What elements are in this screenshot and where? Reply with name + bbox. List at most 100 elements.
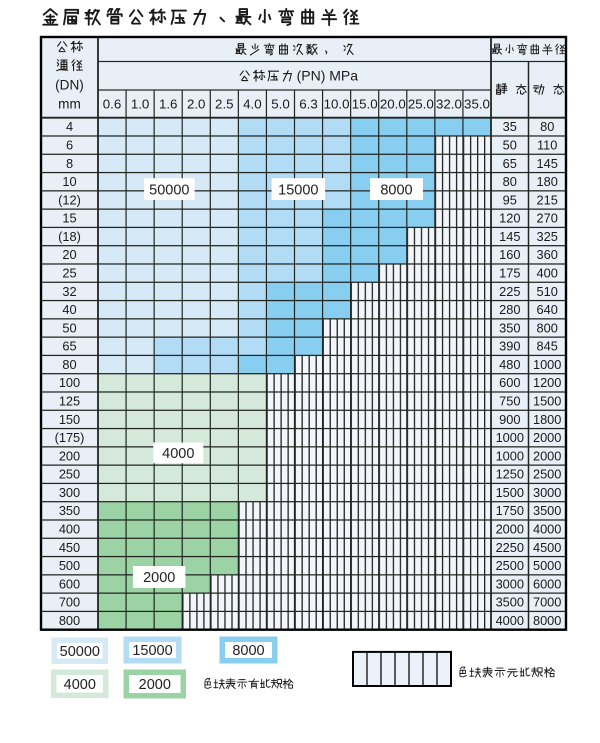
svg-text:35.0: 35.0 — [464, 97, 490, 112]
svg-text:5000: 5000 — [533, 558, 561, 573]
svg-text:50: 50 — [503, 138, 517, 153]
svg-text:15000: 15000 — [132, 643, 172, 659]
svg-text:510: 510 — [537, 284, 558, 299]
svg-text:4000: 4000 — [64, 677, 96, 693]
svg-text:1750: 1750 — [496, 503, 524, 518]
svg-text:65: 65 — [503, 156, 517, 171]
svg-text:15: 15 — [62, 211, 76, 226]
svg-text:145: 145 — [499, 229, 520, 244]
svg-text:2500: 2500 — [533, 467, 561, 482]
svg-text:600: 600 — [59, 576, 80, 591]
svg-text:110: 110 — [537, 138, 557, 153]
svg-text:450: 450 — [59, 540, 80, 555]
svg-text:4.0: 4.0 — [243, 97, 262, 112]
svg-text:50000: 50000 — [60, 644, 100, 660]
svg-text:20: 20 — [62, 247, 76, 262]
svg-text:5.0: 5.0 — [271, 97, 290, 112]
svg-text:2000: 2000 — [533, 430, 561, 445]
svg-text:95: 95 — [503, 192, 517, 207]
svg-text:2000: 2000 — [143, 570, 175, 586]
svg-text:8000: 8000 — [232, 643, 264, 659]
svg-text:1250: 1250 — [496, 467, 524, 482]
svg-text:80: 80 — [503, 174, 517, 189]
svg-text:4500: 4500 — [533, 540, 561, 555]
svg-text:50000: 50000 — [149, 182, 189, 198]
svg-text:1000: 1000 — [496, 430, 524, 445]
svg-text:215: 215 — [537, 192, 558, 207]
svg-text:600: 600 — [499, 375, 520, 390]
svg-text:2.5: 2.5 — [215, 97, 234, 112]
svg-text:1000: 1000 — [533, 357, 561, 372]
svg-text:1500: 1500 — [533, 394, 561, 409]
svg-text:4000: 4000 — [162, 446, 194, 462]
svg-text:250: 250 — [59, 467, 80, 482]
svg-text:80: 80 — [62, 357, 76, 372]
svg-text:225: 225 — [499, 284, 520, 299]
svg-text:3500: 3500 — [496, 595, 524, 610]
svg-text:40: 40 — [62, 302, 76, 317]
svg-text:400: 400 — [537, 266, 558, 281]
svg-text:(DN): (DN) — [55, 78, 84, 93]
svg-text:325: 325 — [537, 229, 558, 244]
svg-text:125: 125 — [59, 394, 80, 409]
svg-text:15000: 15000 — [278, 182, 318, 198]
svg-text:6: 6 — [66, 138, 73, 153]
svg-text:480: 480 — [499, 357, 520, 372]
svg-text:150: 150 — [59, 412, 80, 427]
svg-text:300: 300 — [59, 485, 80, 500]
svg-text:10: 10 — [62, 174, 76, 189]
svg-text:800: 800 — [59, 613, 80, 628]
svg-text:0.6: 0.6 — [103, 97, 122, 112]
svg-text:10.0: 10.0 — [324, 97, 350, 112]
svg-text:120: 120 — [499, 211, 520, 226]
svg-text:6.3: 6.3 — [299, 97, 318, 112]
svg-text:32.0: 32.0 — [436, 97, 462, 112]
svg-text:3500: 3500 — [533, 503, 561, 518]
svg-text:(12): (12) — [58, 192, 81, 207]
svg-text:(PN) MPa: (PN) MPa — [297, 68, 359, 84]
svg-text:2000: 2000 — [533, 448, 561, 463]
svg-text:8: 8 — [66, 156, 73, 171]
svg-text:35: 35 — [503, 119, 517, 134]
svg-text:360: 360 — [537, 247, 558, 262]
svg-text:3000: 3000 — [533, 485, 561, 500]
svg-text:2000: 2000 — [139, 677, 171, 693]
svg-text:6000: 6000 — [533, 576, 561, 591]
svg-text:4: 4 — [66, 119, 73, 134]
svg-text:280: 280 — [499, 302, 520, 317]
svg-text:100: 100 — [59, 375, 80, 390]
svg-text:20.0: 20.0 — [380, 97, 406, 112]
svg-text:1.6: 1.6 — [159, 97, 178, 112]
svg-text:500: 500 — [59, 558, 80, 573]
svg-text:800: 800 — [537, 320, 558, 335]
svg-text:mm: mm — [58, 97, 81, 112]
svg-text:350: 350 — [499, 320, 520, 335]
svg-text:7000: 7000 — [533, 595, 561, 610]
svg-text:160: 160 — [499, 247, 520, 262]
svg-text:200: 200 — [59, 448, 80, 463]
svg-text:4000: 4000 — [496, 613, 524, 628]
svg-text:2500: 2500 — [496, 558, 524, 573]
svg-text:25: 25 — [62, 266, 76, 281]
svg-text:2250: 2250 — [496, 540, 524, 555]
svg-text:2.0: 2.0 — [187, 97, 206, 112]
svg-text:350: 350 — [59, 503, 80, 518]
svg-text:(175): (175) — [55, 430, 85, 445]
svg-text:390: 390 — [499, 339, 520, 354]
svg-text:25.0: 25.0 — [408, 97, 434, 112]
svg-text:15.0: 15.0 — [352, 97, 378, 112]
svg-text:145: 145 — [537, 156, 558, 171]
svg-text:1500: 1500 — [496, 485, 524, 500]
svg-text:4000: 4000 — [533, 522, 561, 537]
svg-text:1000: 1000 — [496, 448, 524, 463]
svg-text:1800: 1800 — [533, 412, 561, 427]
svg-text:400: 400 — [59, 522, 80, 537]
svg-text:2000: 2000 — [496, 522, 524, 537]
svg-text:900: 900 — [499, 412, 520, 427]
svg-text:270: 270 — [537, 211, 558, 226]
svg-text:80: 80 — [540, 119, 554, 134]
svg-text:8000: 8000 — [380, 182, 412, 198]
svg-text:8000: 8000 — [533, 613, 561, 628]
svg-text:175: 175 — [499, 266, 520, 281]
svg-text:700: 700 — [59, 595, 80, 610]
